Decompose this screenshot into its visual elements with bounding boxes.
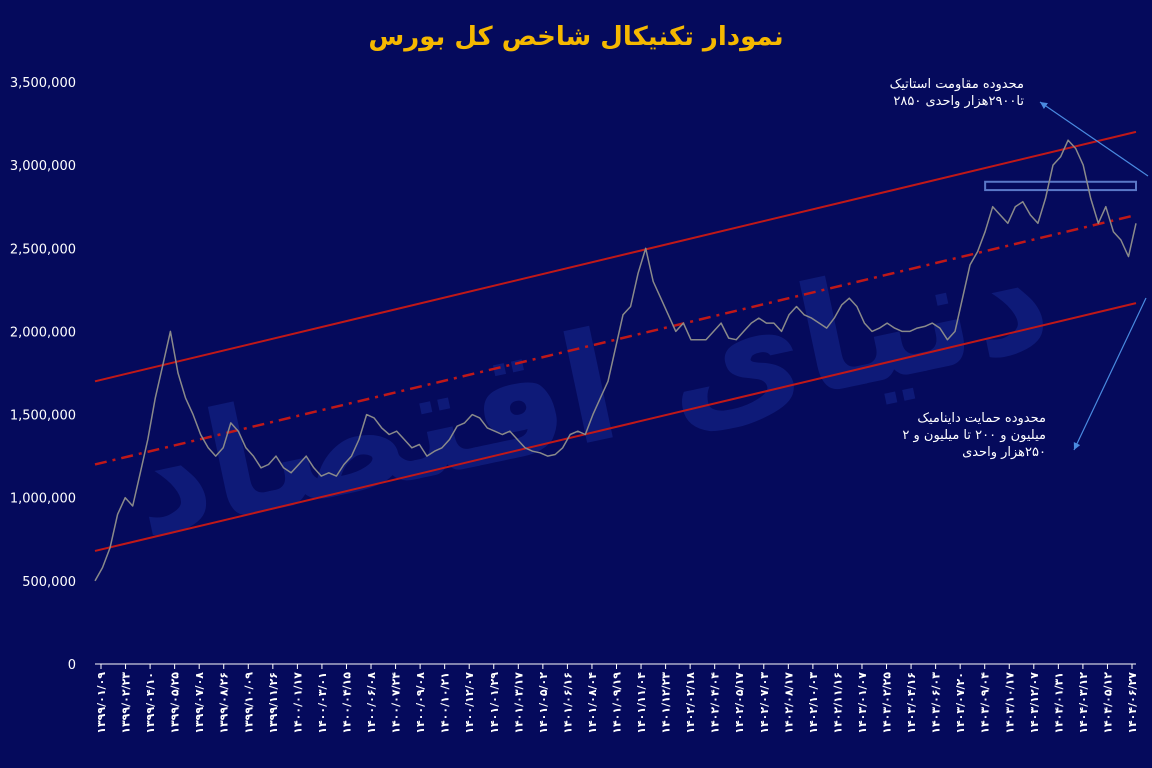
x-tick-label: ۱۴۰۲/۱۰/۰۳ [807,672,820,734]
resistance-note-line2: تا۲۹۰۰هزار واحدی ۲۸۵۰ [893,94,1024,109]
x-tick-label: ۱۴۰۰/۱۲/۰۷ [463,672,476,734]
x-tick-label: ۱۴۰۴/۰۵/۱۲ [1101,672,1114,734]
x-tick-label: ۱۳۹۹/۱۰/۰۹ [242,672,255,734]
resistance-note: محدوده مقاومت استاتیک تا۲۹۰۰هزار واحدی ۲… [890,76,1024,110]
x-tick-label: ۱۳۹۹/۰۷/۰۸ [193,672,206,734]
y-tick-label: 2,500,000 [10,242,76,257]
resistance-zone [984,180,1137,192]
y-tick-label: 500,000 [22,575,76,590]
x-tick-label: ۱۴۰۴/۰۳/۱۲ [1077,672,1090,734]
x-tick-label: ۱۴۰۴/۰۱/۳۱ [1052,672,1065,734]
x-tick-label: ۱۴۰۲/۰۴/۰۴ [709,672,722,734]
x-tick-label: ۱۴۰۴/۰۶/۲۷ [1126,672,1139,734]
x-tick-label: ۱۴۰۳/۰۷/۲۰ [954,672,967,734]
y-axis: 0 500,000 1,000,000 1,500,000 2,000,000 2,500… [10,76,1136,673]
x-tick-label: ۱۴۰۱/۰۶/۱۶ [561,672,574,734]
y-tick-label: 2,000,000 [10,325,76,340]
y-tick-label: 1,000,000 [10,492,76,507]
x-tick-label: ۱۳۹۹/۰۸/۲۶ [218,672,231,734]
x-tick-label: ۱۴۰۱/۰۹/۱۹ [611,672,624,734]
x-tick-label: ۱۴۰۰/۰۳/۰۱ [316,672,329,734]
x-tick-label: ۱۴۰۱/۱۲/۲۳ [660,672,673,734]
x-tick-label: ۱۳۹۹/۰۴/۱۰ [144,672,157,734]
x-tick-label: ۱۴۰۲/۰۵/۱۷ [733,672,746,734]
channel-lower-line [94,302,1137,552]
resistance-zone-box [984,180,1137,192]
x-tick-label: ۱۳۹۹/۰۱/۰۹ [95,672,108,734]
support-note: محدوده حمایت داینامیک میلیون و ۲۰۰ تا می… [902,410,1046,461]
channel-middle-line [94,213,1137,466]
trend-channel [94,130,1137,552]
x-tick-label: ۱۴۰۲/۱۱/۱۶ [831,672,844,734]
x-tick-label: ۱۴۰۳/۰۹/۰۴ [979,672,992,734]
x-tick-label: ۱۳۹۹/۰۲/۲۳ [120,672,133,734]
y-tick-label: 0 [68,658,76,673]
x-tick-label: ۱۴۰۱/۱۱/۰۴ [635,672,648,734]
y-tick-label: 3,000,000 [10,159,76,174]
x-tick-label: ۱۳۹۹/۰۵/۲۵ [169,672,182,734]
x-tick-label: ۱۴۰۲/۰۸/۱۷ [782,672,795,734]
support-note-line1: محدوده حمایت داینامیک [917,411,1046,426]
x-tick-label: ۱۴۰۰/۰۶/۰۸ [365,672,378,734]
x-tick-label: ۱۴۰۳/۰۲/۲۵ [881,672,894,734]
x-tick-label: ۱۴۰۲/۰۷/۰۳ [758,672,771,734]
chart-title: نمودار تکنیکال شاخص کل بورس [368,22,784,52]
x-tick-label: ۱۴۰۱/۰۱/۲۹ [488,672,501,734]
channel-upper-line [94,130,1137,383]
x-tick-label: ۱۴۰۰/۰۴/۱۵ [340,672,353,734]
x-tick-label: ۱۴۰۳/۱۰/۱۷ [1003,672,1016,734]
y-tick-label: 1,500,000 [10,409,76,424]
x-tick-label: ۱۴۰۱/۰۳/۱۷ [512,672,525,734]
x-tick-label: ۱۴۰۳/۰۴/۱۶ [905,672,918,734]
support-note-line3: ۲۵۰هزار واحدی [962,445,1046,460]
x-tick-label: ۱۴۰۳/۱۲/۰۷ [1028,672,1041,734]
x-tick-label: ۱۴۰۳/۰۱/۰۷ [856,672,869,734]
support-note-line2: میلیون و ۲۰۰ تا میلیون و ۲ [902,428,1046,443]
resistance-note-line1: محدوده مقاومت استاتیک [889,77,1024,92]
x-tick-label: ۱۴۰۰/۰۷/۲۴ [390,672,403,734]
x-tick-label: ۱۴۰۲/۰۲/۱۸ [684,672,697,734]
x-tick-label: ۱۴۰۰/۰۹/۰۸ [414,672,427,734]
index-series-line [94,139,1137,582]
support-arrow [1073,297,1147,451]
x-tick-label: ۱۴۰۳/۰۶/۰۳ [930,672,943,734]
resistance-arrow [1039,101,1149,177]
x-axis: ۱۳۹۹/۰۱/۰۹ ۱۳۹۹/۰۲/۲۳ ۱۳۹۹/۰۴/۱۰ ۱۳۹۹/۰۵/۲۵… [95,664,1139,734]
y-tick-label: 3,500,000 [10,76,76,91]
x-tick-label: ۱۴۰۰/۱۰/۲۱ [439,672,452,734]
x-tick-label: ۱۴۰۱/۰۵/۰۲ [537,672,550,734]
x-tick-label: ۱۴۰۱/۰۸/۰۴ [586,672,599,734]
x-tick-label: ۱۳۹۹/۱۱/۲۶ [267,672,280,734]
annotation-arrows [1039,101,1149,451]
x-tick-label: ۱۴۰۰/۰۱/۱۷ [291,672,304,734]
index-series [94,139,1137,582]
